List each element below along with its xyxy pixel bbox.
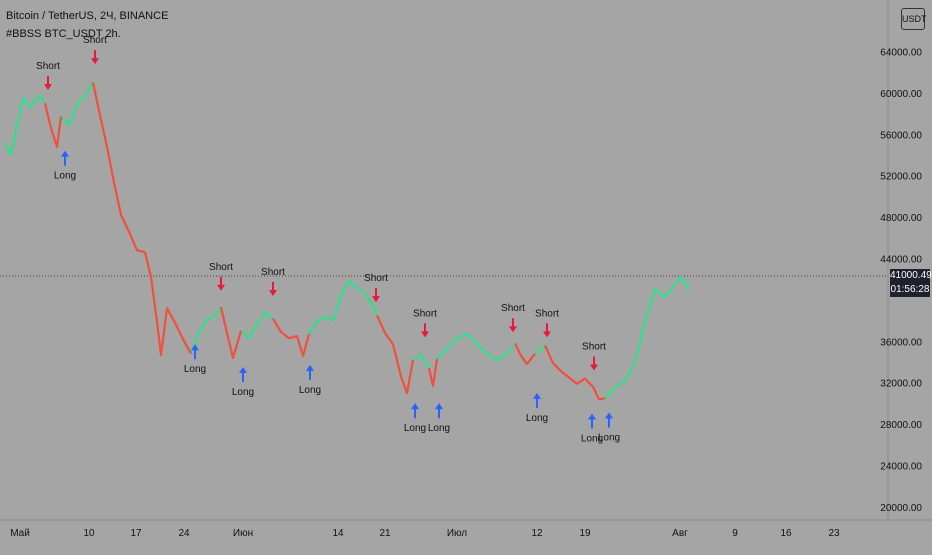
y-tick-label: 32000.00 <box>880 379 922 390</box>
x-tick-label: 19 <box>579 528 591 539</box>
y-tick-label: 48000.00 <box>880 213 922 224</box>
short-label: Short <box>413 308 437 319</box>
x-axis[interactable]: Май 10 17 24 Июн 14 21 Июл 12 19 Авг 9 16 23 <box>10 528 840 539</box>
y-tick-label: 28000.00 <box>880 420 922 431</box>
y-tick-label: 60000.00 <box>880 89 922 100</box>
x-tick-label: Май <box>10 528 30 539</box>
short-label: Short <box>83 35 107 46</box>
long-arrow-head <box>605 412 613 419</box>
long-label: Long <box>184 364 206 375</box>
series-up-segment <box>436 333 516 363</box>
short-arrow-head <box>421 331 429 338</box>
symbol-title[interactable]: Bitcoin / TetherUS, 2Ч, BINANCE <box>6 10 169 22</box>
x-tick-label: 14 <box>332 528 344 539</box>
x-tick-label: 16 <box>780 528 792 539</box>
series-up-segment <box>60 81 94 127</box>
long-label: Long <box>526 413 548 424</box>
signals-layer: Short Short Short Short Short Short Short Short… <box>36 35 620 444</box>
x-tick-label: 17 <box>130 528 142 539</box>
price-series <box>4 81 690 401</box>
long-arrow-head <box>239 366 247 373</box>
x-tick-label: 21 <box>379 528 391 539</box>
x-tick-label: 12 <box>531 528 543 539</box>
countdown-label: 01:56:28 <box>890 283 930 297</box>
short-arrow-head <box>44 84 52 90</box>
series-up-segment <box>604 276 690 399</box>
long-label: Long <box>428 423 450 434</box>
short-label: Short <box>36 61 60 72</box>
short-arrow-head <box>269 289 277 296</box>
short-label: Short <box>209 262 233 273</box>
short-label: Short <box>535 308 559 319</box>
y-tick-label: 44000.00 <box>880 255 922 266</box>
last-price-label: 41000.49 <box>890 269 932 283</box>
chart-header: Bitcoin / TetherUS, 2Ч, BINANCE #BBSS BT… <box>6 10 168 46</box>
long-arrow-head <box>411 403 419 410</box>
short-label: Short <box>501 303 525 314</box>
x-tick-label: 10 <box>83 528 95 539</box>
long-label: Long <box>299 385 321 396</box>
long-arrow-head <box>61 150 69 157</box>
series-up-segment <box>308 280 379 335</box>
series-down-segment <box>427 358 439 387</box>
short-label: Short <box>364 273 388 284</box>
y-tick-label: 20000.00 <box>880 503 922 514</box>
currency-button[interactable]: USDT <box>901 8 927 30</box>
y-tick-label: 36000.00 <box>880 337 922 348</box>
x-tick-label: Июн <box>233 528 253 539</box>
series-down-segment <box>272 317 311 357</box>
series-down-segment <box>543 344 606 401</box>
series-down-segment <box>375 314 415 395</box>
short-label: Short <box>582 341 606 352</box>
long-arrow-head <box>435 403 443 410</box>
long-label: Long <box>54 171 76 182</box>
x-tick-label: 23 <box>828 528 840 539</box>
series-down-segment <box>219 306 243 359</box>
long-label: Long <box>232 387 254 398</box>
x-tick-label: Авг <box>672 528 688 539</box>
series-down-segment <box>91 82 192 356</box>
long-arrow-head <box>588 413 596 420</box>
series-up-segment <box>240 311 274 340</box>
y-tick-label: 64000.00 <box>880 48 922 59</box>
y-tick-label: 24000.00 <box>880 462 922 473</box>
long-arrow-head <box>533 392 541 399</box>
series-down-segment <box>43 102 63 148</box>
x-tick-label: 9 <box>732 528 738 539</box>
long-label: Long <box>598 433 620 444</box>
series-up-segment <box>4 93 46 157</box>
short-arrow-head <box>217 284 225 291</box>
short-label: Short <box>261 267 285 278</box>
y-axis[interactable]: 64000.00 60000.00 56000.00 52000.00 48000.00… <box>880 48 922 514</box>
short-arrow-head <box>543 331 551 338</box>
indicator-title[interactable]: #BBSS BTC_USDT 2h. <box>6 28 121 40</box>
x-tick-label: 24 <box>178 528 190 539</box>
series-up-segment <box>189 306 222 355</box>
long-arrow-head <box>306 364 314 371</box>
y-tick-label: 52000.00 <box>880 172 922 183</box>
short-arrow-head <box>509 326 517 333</box>
y-tick-label: 56000.00 <box>880 130 922 141</box>
long-label: Long <box>581 434 603 445</box>
series-down-segment <box>514 342 536 366</box>
long-arrow-head <box>191 344 199 351</box>
series-up-segment <box>534 344 546 355</box>
short-arrow-head <box>91 58 99 65</box>
series-up-segment <box>412 353 430 369</box>
long-label: Long <box>404 423 426 434</box>
short-arrow-head <box>590 364 598 371</box>
x-tick-label: Июл <box>447 528 467 539</box>
short-arrow-head <box>372 296 380 303</box>
